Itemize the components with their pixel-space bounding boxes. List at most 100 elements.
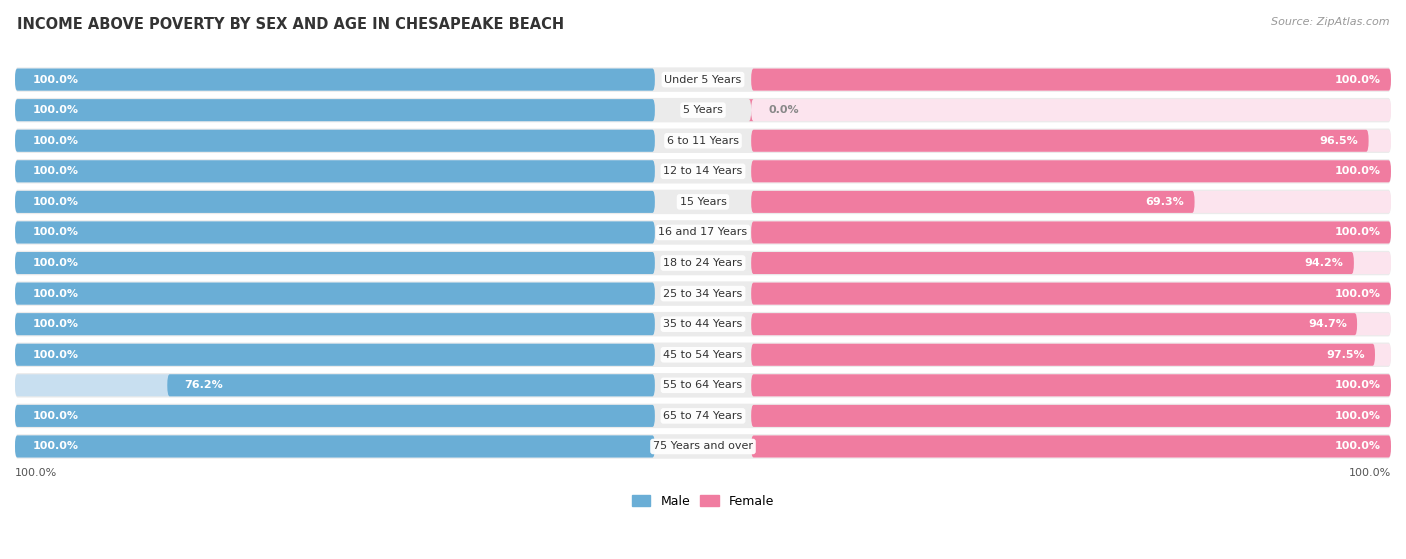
FancyBboxPatch shape <box>15 99 655 121</box>
Text: 35 to 44 Years: 35 to 44 Years <box>664 319 742 329</box>
FancyBboxPatch shape <box>751 435 1391 457</box>
FancyBboxPatch shape <box>751 191 1391 213</box>
Text: INCOME ABOVE POVERTY BY SEX AND AGE IN CHESAPEAKE BEACH: INCOME ABOVE POVERTY BY SEX AND AGE IN C… <box>17 17 564 32</box>
FancyBboxPatch shape <box>751 405 1391 427</box>
Text: 100.0%: 100.0% <box>15 468 58 479</box>
Text: 100.0%: 100.0% <box>32 350 79 360</box>
FancyBboxPatch shape <box>751 375 1391 396</box>
FancyBboxPatch shape <box>15 69 655 91</box>
Text: 100.0%: 100.0% <box>32 105 79 115</box>
Text: 18 to 24 Years: 18 to 24 Years <box>664 258 742 268</box>
FancyBboxPatch shape <box>751 344 1375 366</box>
Text: 16 and 17 Years: 16 and 17 Years <box>658 228 748 238</box>
FancyBboxPatch shape <box>751 313 1391 335</box>
FancyBboxPatch shape <box>167 375 655 396</box>
FancyBboxPatch shape <box>15 160 655 182</box>
FancyBboxPatch shape <box>15 375 655 396</box>
Text: 75 Years and over: 75 Years and over <box>652 442 754 452</box>
FancyBboxPatch shape <box>15 160 655 182</box>
FancyBboxPatch shape <box>15 435 655 457</box>
FancyBboxPatch shape <box>751 313 1357 335</box>
FancyBboxPatch shape <box>15 344 655 366</box>
Text: Source: ZipAtlas.com: Source: ZipAtlas.com <box>1271 17 1389 27</box>
FancyBboxPatch shape <box>751 252 1391 274</box>
FancyBboxPatch shape <box>15 69 655 91</box>
FancyBboxPatch shape <box>15 130 655 151</box>
Text: 100.0%: 100.0% <box>1334 442 1381 452</box>
Text: 76.2%: 76.2% <box>184 380 224 390</box>
FancyBboxPatch shape <box>15 405 655 427</box>
FancyBboxPatch shape <box>751 283 1391 305</box>
FancyBboxPatch shape <box>15 405 655 427</box>
FancyBboxPatch shape <box>15 190 1391 214</box>
FancyBboxPatch shape <box>751 221 1391 244</box>
FancyBboxPatch shape <box>15 281 1391 306</box>
FancyBboxPatch shape <box>751 221 1391 244</box>
Text: 25 to 34 Years: 25 to 34 Years <box>664 288 742 299</box>
FancyBboxPatch shape <box>15 68 1391 92</box>
FancyBboxPatch shape <box>15 129 1391 153</box>
Text: 97.5%: 97.5% <box>1326 350 1365 360</box>
FancyBboxPatch shape <box>751 99 1391 121</box>
FancyBboxPatch shape <box>751 375 1391 396</box>
Text: 100.0%: 100.0% <box>32 197 79 207</box>
Text: Under 5 Years: Under 5 Years <box>665 74 741 84</box>
FancyBboxPatch shape <box>15 99 655 121</box>
FancyBboxPatch shape <box>15 252 655 274</box>
FancyBboxPatch shape <box>15 221 655 244</box>
Text: 100.0%: 100.0% <box>1334 288 1381 299</box>
FancyBboxPatch shape <box>15 434 1391 459</box>
Legend: Male, Female: Male, Female <box>627 490 779 513</box>
FancyBboxPatch shape <box>751 283 1391 305</box>
Text: 94.2%: 94.2% <box>1305 258 1344 268</box>
Text: 5 Years: 5 Years <box>683 105 723 115</box>
FancyBboxPatch shape <box>15 191 655 213</box>
Text: 15 Years: 15 Years <box>679 197 727 207</box>
Text: 100.0%: 100.0% <box>1334 380 1381 390</box>
Text: 100.0%: 100.0% <box>32 167 79 176</box>
Text: 69.3%: 69.3% <box>1146 197 1184 207</box>
FancyBboxPatch shape <box>15 252 655 274</box>
Text: 100.0%: 100.0% <box>32 258 79 268</box>
FancyBboxPatch shape <box>751 435 1391 457</box>
FancyBboxPatch shape <box>751 160 1391 182</box>
Text: 100.0%: 100.0% <box>1334 228 1381 238</box>
Text: 100.0%: 100.0% <box>1348 468 1391 479</box>
FancyBboxPatch shape <box>15 251 1391 275</box>
FancyBboxPatch shape <box>15 313 655 335</box>
Text: 6 to 11 Years: 6 to 11 Years <box>666 136 740 146</box>
Text: 0.0%: 0.0% <box>768 105 799 115</box>
FancyBboxPatch shape <box>15 343 1391 367</box>
Text: 100.0%: 100.0% <box>32 228 79 238</box>
FancyBboxPatch shape <box>751 130 1391 151</box>
FancyBboxPatch shape <box>751 69 1391 91</box>
FancyBboxPatch shape <box>15 373 1391 397</box>
FancyBboxPatch shape <box>15 435 655 457</box>
Text: 100.0%: 100.0% <box>32 411 79 421</box>
FancyBboxPatch shape <box>751 252 1354 274</box>
FancyBboxPatch shape <box>751 130 1368 151</box>
Text: 65 to 74 Years: 65 to 74 Years <box>664 411 742 421</box>
FancyBboxPatch shape <box>15 191 655 213</box>
Text: 94.7%: 94.7% <box>1308 319 1347 329</box>
FancyBboxPatch shape <box>751 344 1391 366</box>
Text: 96.5%: 96.5% <box>1320 136 1358 146</box>
FancyBboxPatch shape <box>15 404 1391 428</box>
FancyBboxPatch shape <box>751 160 1391 182</box>
FancyBboxPatch shape <box>15 344 655 366</box>
FancyBboxPatch shape <box>15 98 1391 122</box>
Text: 100.0%: 100.0% <box>32 442 79 452</box>
Text: 45 to 54 Years: 45 to 54 Years <box>664 350 742 360</box>
FancyBboxPatch shape <box>15 283 655 305</box>
FancyBboxPatch shape <box>15 159 1391 183</box>
FancyBboxPatch shape <box>15 312 1391 337</box>
FancyBboxPatch shape <box>15 313 655 335</box>
FancyBboxPatch shape <box>15 130 655 151</box>
Text: 100.0%: 100.0% <box>1334 167 1381 176</box>
Text: 55 to 64 Years: 55 to 64 Years <box>664 380 742 390</box>
FancyBboxPatch shape <box>751 69 1391 91</box>
Text: 100.0%: 100.0% <box>32 319 79 329</box>
Text: 12 to 14 Years: 12 to 14 Years <box>664 167 742 176</box>
Text: 100.0%: 100.0% <box>1334 74 1381 84</box>
FancyBboxPatch shape <box>15 283 655 305</box>
